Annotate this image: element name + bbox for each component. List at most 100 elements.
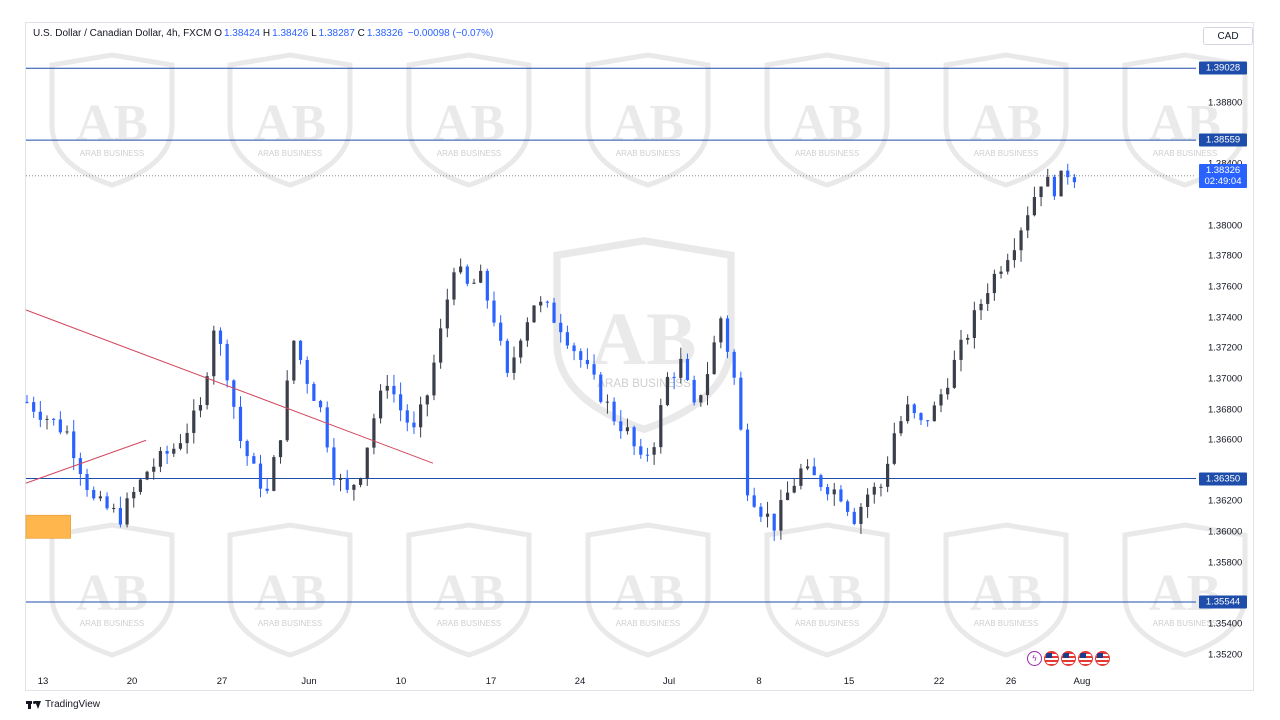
candle-body bbox=[105, 496, 109, 509]
candle-body bbox=[292, 340, 296, 381]
current-price-value: 1.38326 bbox=[1205, 164, 1241, 176]
candle-body bbox=[245, 441, 249, 457]
time-tick-label: 15 bbox=[843, 676, 855, 687]
candle-body bbox=[719, 318, 723, 343]
candle-body bbox=[1052, 176, 1057, 197]
candle-body bbox=[125, 498, 129, 525]
candle-body bbox=[859, 506, 863, 524]
open-label: O bbox=[214, 28, 222, 39]
events-bar: ϟ bbox=[1027, 651, 1110, 666]
candle-body bbox=[1019, 230, 1023, 251]
candle-body bbox=[192, 410, 196, 433]
candle-body bbox=[112, 507, 116, 509]
candle-body bbox=[58, 419, 62, 433]
price-tick-label: 1.37800 bbox=[1208, 250, 1243, 262]
candle-body bbox=[25, 401, 29, 403]
watermark-text: ARAB BUSINESS bbox=[80, 149, 144, 158]
watermark-text: ARAB BUSINESS bbox=[795, 149, 859, 158]
watermark-shield-icon: AB bbox=[227, 52, 353, 188]
candle-body bbox=[939, 394, 943, 406]
candle-body bbox=[986, 293, 990, 304]
candle-body bbox=[739, 377, 743, 430]
watermark-shield-icon: AB bbox=[49, 52, 175, 188]
price-tick-label: 1.36800 bbox=[1208, 404, 1243, 416]
watermark-text: ARAB BUSINESS bbox=[616, 149, 680, 158]
current-price-label: 1.38326 02:49:04 bbox=[1199, 163, 1247, 188]
time-tick-label: Jun bbox=[301, 676, 317, 687]
candle-body bbox=[979, 303, 983, 311]
candle-body bbox=[338, 477, 343, 480]
time-tick-label: 24 bbox=[574, 676, 586, 687]
tradingview-logo-icon bbox=[26, 700, 41, 710]
candle-body bbox=[712, 342, 716, 375]
candle-body bbox=[532, 305, 536, 323]
candle-body bbox=[305, 360, 309, 384]
currency-button[interactable]: CAD bbox=[1203, 27, 1253, 45]
watermark-shield-icon: AB bbox=[943, 52, 1069, 188]
time-axis[interactable]: 13 20 27 Jun 10 17 24 Jul 8 15 22 26 Aug bbox=[25, 671, 1197, 689]
watermark-text: ARAB BUSINESS bbox=[795, 619, 859, 628]
candle-body bbox=[732, 351, 736, 378]
candle-body bbox=[779, 500, 783, 531]
candle-body bbox=[332, 447, 336, 480]
candle-body bbox=[545, 301, 549, 303]
flash-icon[interactable]: ϟ bbox=[1027, 651, 1042, 666]
candle-body bbox=[45, 418, 49, 420]
candle-body bbox=[352, 484, 356, 490]
candle-body bbox=[218, 330, 223, 344]
watermark-shield-icon: AB bbox=[553, 237, 735, 434]
us-flag-icon[interactable] bbox=[1078, 651, 1093, 666]
candle-body bbox=[212, 330, 216, 377]
candle-body bbox=[238, 406, 243, 442]
candle-body bbox=[65, 431, 69, 433]
level-price-label: 1.35544 bbox=[1199, 595, 1247, 609]
svg-text:AB: AB bbox=[612, 95, 684, 152]
us-flag-icon[interactable] bbox=[1044, 651, 1059, 666]
candle-body bbox=[639, 446, 643, 455]
close-label: C bbox=[357, 28, 365, 39]
candle-body bbox=[1006, 260, 1010, 272]
watermark-text: ARAB BUSINESS bbox=[1153, 149, 1217, 158]
candle-body bbox=[252, 456, 256, 464]
candle-body bbox=[906, 404, 910, 422]
candle-body bbox=[999, 271, 1003, 274]
svg-text:AB: AB bbox=[433, 95, 505, 152]
close-value: 1.38326 bbox=[366, 28, 403, 39]
candle-body bbox=[138, 479, 143, 492]
time-tick-label: Aug bbox=[1073, 676, 1091, 687]
candle-body bbox=[439, 328, 443, 363]
candle-body bbox=[672, 376, 676, 378]
us-flag-icon[interactable] bbox=[1061, 651, 1076, 666]
candle-body bbox=[892, 433, 896, 464]
time-tick-label: 20 bbox=[126, 676, 138, 687]
candle-body bbox=[52, 418, 56, 420]
candle-body bbox=[792, 485, 796, 493]
price-tick-label: 1.36200 bbox=[1208, 495, 1243, 507]
svg-text:AB: AB bbox=[254, 95, 326, 152]
candle-body bbox=[485, 270, 489, 301]
low-label: L bbox=[311, 28, 317, 39]
candle-body bbox=[705, 374, 710, 396]
candle-body bbox=[872, 486, 876, 495]
candle-body bbox=[459, 266, 463, 273]
candle-body bbox=[852, 511, 856, 524]
candle-body bbox=[265, 488, 269, 491]
tradingview-footer[interactable]: TradingView bbox=[26, 699, 100, 710]
candle-body bbox=[645, 454, 650, 456]
candle-body bbox=[178, 443, 183, 449]
candle-body bbox=[432, 362, 436, 396]
candle-body bbox=[886, 463, 890, 487]
chart-legend: U.S. Dollar / Canadian Dollar, 4h, FXCM … bbox=[33, 28, 493, 39]
watermark-shield-icon: AB bbox=[406, 52, 532, 188]
bar-countdown: 02:49:04 bbox=[1204, 175, 1242, 187]
candle-body bbox=[605, 401, 610, 403]
price-tick-label: 1.36000 bbox=[1208, 526, 1243, 538]
candle-body bbox=[539, 301, 543, 306]
candle-body bbox=[685, 358, 690, 380]
candle-body bbox=[465, 266, 469, 284]
watermark-text: ARAB BUSINESS bbox=[597, 377, 691, 390]
us-flag-icon[interactable] bbox=[1095, 651, 1110, 666]
candle-body bbox=[952, 359, 956, 388]
price-tick-label: 1.37600 bbox=[1208, 281, 1243, 293]
